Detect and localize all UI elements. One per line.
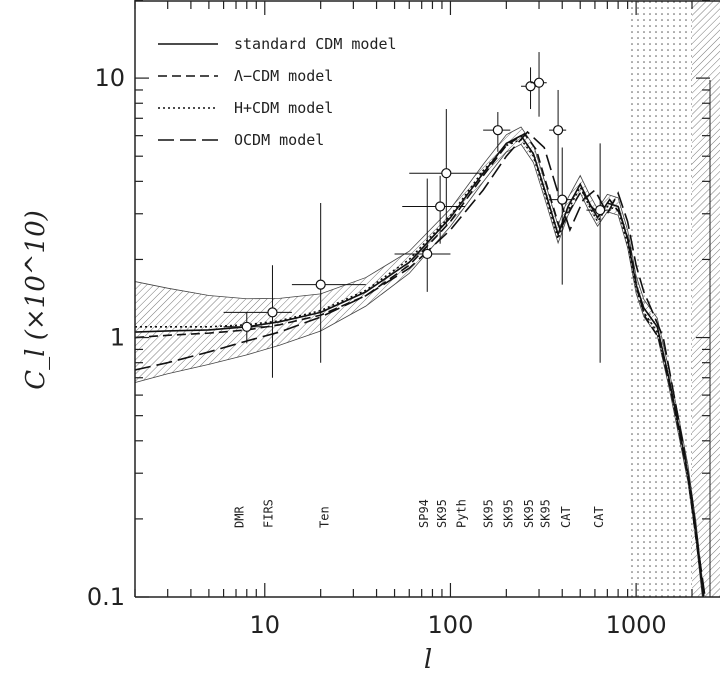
data-point-11 <box>549 147 572 285</box>
data-point-marker <box>492 125 503 136</box>
data-point-4 <box>394 178 451 292</box>
legend-label: H+CDM model <box>234 99 333 117</box>
experiment-label: SK95 <box>481 499 495 528</box>
legend-label: standard CDM model <box>234 35 397 53</box>
data-point-9 <box>530 52 547 117</box>
x-tick-label: 10 <box>250 611 281 639</box>
axis-ticks: 10 100 1000 0.1 1 10 <box>87 0 710 639</box>
data-point-marker <box>533 77 545 88</box>
data-point-7 <box>483 112 511 152</box>
data-point-6 <box>409 109 484 226</box>
experiment-label: CAT <box>559 506 573 528</box>
high-l-hatched-region <box>692 0 720 597</box>
series-line-3 <box>135 138 705 597</box>
y-tick-label: 10 <box>94 64 125 92</box>
data-point-marker <box>315 279 326 290</box>
data-point-5 <box>402 175 466 244</box>
experiment-label: SK95 <box>522 499 536 528</box>
data-point-marker <box>595 204 606 216</box>
cosmic-variance-band <box>135 126 704 597</box>
experiment-label: SK95 <box>501 499 515 528</box>
legend: standard CDM model Λ−CDM model H+CDM model… <box>158 35 397 149</box>
data-point-2 <box>223 265 292 378</box>
y-axis-title: C_l (×10^10) <box>21 210 51 390</box>
experiment-label: CAT <box>592 506 606 528</box>
x-tick-label: 1000 <box>606 611 667 639</box>
data-point-marker <box>552 125 564 136</box>
model-curves <box>135 130 706 597</box>
cosmic-variance-bands <box>135 0 720 597</box>
experiment-labels: DMR FIRS Ten SP94 SK95 Pyth SK95 SK95 SK95 SK95 CA… <box>232 499 605 528</box>
legend-label: OCDM model <box>234 131 324 149</box>
experimental-data-points <box>223 52 611 378</box>
data-point-marker <box>267 307 278 318</box>
experiment-label: SK95 <box>538 499 552 528</box>
high-l-dotted-region <box>627 0 693 597</box>
legend-label: Λ−CDM model <box>234 67 333 85</box>
x-tick-label: 100 <box>428 611 474 639</box>
data-point-marker <box>557 194 568 205</box>
data-point-marker <box>525 81 536 92</box>
data-point-marker <box>441 168 452 179</box>
y-tick-label: 1 <box>110 324 125 352</box>
data-point-10 <box>549 89 567 197</box>
data-point-marker <box>241 321 252 332</box>
data-point-3 <box>291 203 366 363</box>
experiment-label: Ten <box>318 506 332 528</box>
series-line-1 <box>135 134 705 597</box>
y-tick-label: 0.1 <box>87 583 125 611</box>
series-line-4 <box>135 130 706 597</box>
experiment-label: FIRS <box>262 499 276 528</box>
x-axis-title: l <box>424 645 432 675</box>
data-point-marker <box>422 248 433 260</box>
experiment-label: SP94 <box>417 499 431 528</box>
data-point-marker <box>435 201 446 212</box>
data-point-12 <box>586 143 611 363</box>
experiment-label: DMR <box>232 506 246 528</box>
experiment-label: SK95 <box>435 499 449 528</box>
data-point-1 <box>223 312 273 344</box>
experiment-label: Pyth <box>455 499 469 528</box>
data-point-8 <box>521 67 540 110</box>
